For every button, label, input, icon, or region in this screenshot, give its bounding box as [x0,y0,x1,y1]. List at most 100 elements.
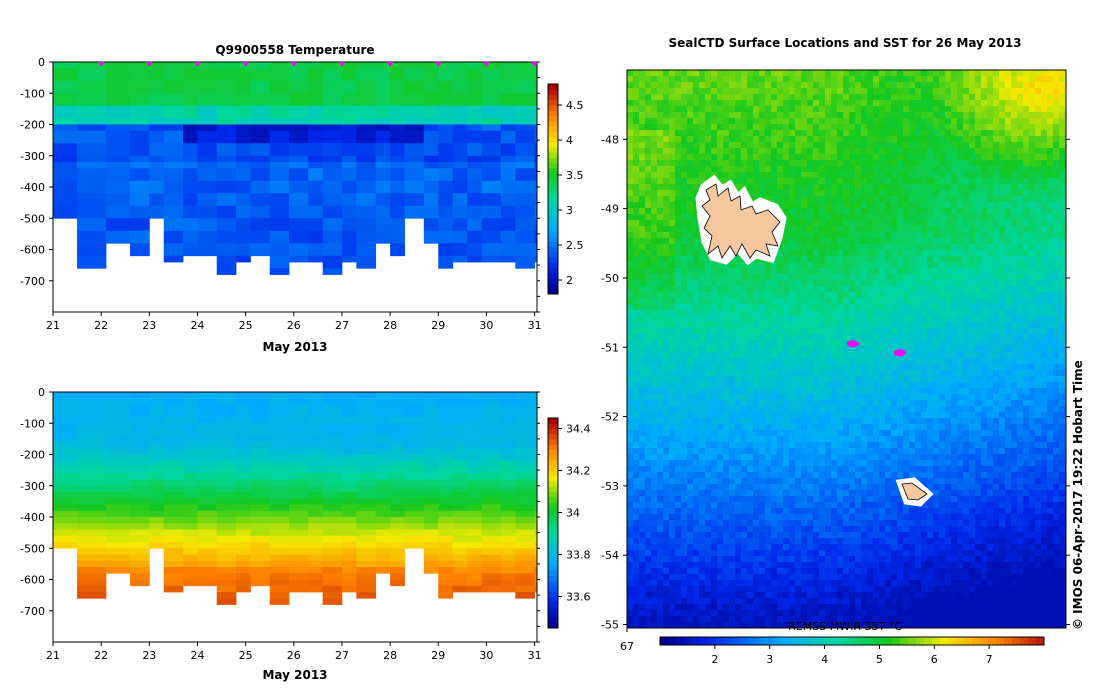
sst-cell [819,304,826,311]
sst-cell [879,148,886,155]
y-tick-label: -100 [20,417,45,430]
sst-cell [807,304,814,311]
sst-cell [675,178,682,185]
section-cell [236,554,251,562]
sst-cell [975,100,982,107]
section-cell [481,485,502,493]
sst-cell [969,202,976,209]
sst-cell [993,232,1000,239]
sst-cell [645,268,652,275]
section-cell [515,517,535,524]
section-cell [452,454,468,462]
sst-cell [843,274,850,281]
sst-cell [657,148,664,155]
sst-cell [933,178,940,185]
section-cell [250,187,271,194]
sst-cell [855,124,862,131]
sst-cell [765,178,772,185]
section-cell [322,118,343,125]
sst-cell [657,202,664,209]
sst-cell [825,226,832,233]
sst-cell [663,190,670,197]
section-cell [183,392,198,399]
section-cell [452,168,468,175]
sst-cell [951,166,958,173]
sst-cell [825,118,832,125]
section-cell [216,554,237,562]
sst-cell [1023,202,1030,209]
section-cell [341,442,357,449]
section-cell [105,180,131,188]
colorbar-swatch [548,475,558,482]
section-cell [356,62,377,69]
section-cell [250,529,271,537]
sst-cell [921,130,928,137]
section-cell [341,398,357,405]
sst-cell [675,100,682,107]
sst-cell [831,190,838,197]
sst-cell [675,136,682,143]
sst-cell [915,298,922,305]
sst-cell [753,82,760,89]
section-cell [269,62,290,69]
sst-cell [633,148,640,155]
section-cell [515,218,535,225]
sst-cell [789,130,796,137]
sst-cell [939,280,946,287]
sst-cell [1023,124,1030,131]
sst-cell [843,226,850,233]
sst-cell [1005,268,1012,275]
section-cell [438,504,454,512]
sst-cell [951,286,958,293]
sst-cell [909,304,916,311]
sst-cell [945,172,952,179]
sst-cell [639,166,646,173]
section-cell [404,105,425,113]
y-tick-label: -700 [20,605,45,618]
sst-cell [1029,250,1036,257]
section-cell [183,423,198,430]
section-cell [467,504,483,512]
sst-cell [687,298,694,305]
section-cell [130,404,150,412]
section-cell [452,548,468,555]
section-cell [236,243,251,250]
sst-cell [675,172,682,179]
sst-cell [687,166,694,173]
section-cell [322,137,343,144]
section-cell [356,87,377,94]
sst-cell [981,238,988,245]
sst-cell [657,70,664,77]
section-cell [534,118,537,125]
sst-cell [657,178,664,185]
sst-cell [945,100,952,107]
sst-cell [657,184,664,191]
sst-cell [783,88,790,95]
sst-cell [651,178,658,185]
sst-cell [873,76,880,83]
sst-cell [885,112,892,119]
section-cell [105,435,131,443]
section-cell [216,243,237,250]
sst-cell [729,154,736,161]
section-cell [149,68,165,75]
sst-cell [651,112,658,119]
sst-cell [801,262,808,269]
sst-cell [849,292,856,299]
colorbar-swatch [548,236,558,242]
sst-cell [975,202,982,209]
section-cell [534,517,537,524]
section-cell [250,579,271,587]
sst-cell [849,178,856,185]
sst-cell [633,274,640,281]
sst-cell [939,136,946,143]
sst-cell [633,76,640,83]
section-cell [438,404,454,412]
section-cell [390,479,405,487]
sst-cell [759,268,766,275]
section-cell [269,262,290,269]
sst-cell [651,142,658,149]
sst-cell [1005,142,1012,149]
sst-cell [867,76,874,83]
section-cell [250,68,271,75]
